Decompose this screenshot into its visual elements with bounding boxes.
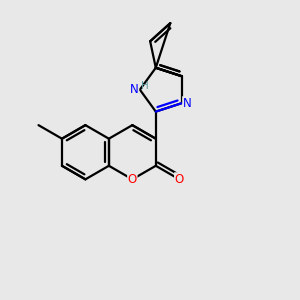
Text: N: N — [130, 83, 139, 96]
Text: O: O — [175, 173, 184, 186]
Text: N: N — [183, 97, 191, 110]
Text: H: H — [141, 81, 149, 91]
Text: O: O — [128, 173, 137, 186]
